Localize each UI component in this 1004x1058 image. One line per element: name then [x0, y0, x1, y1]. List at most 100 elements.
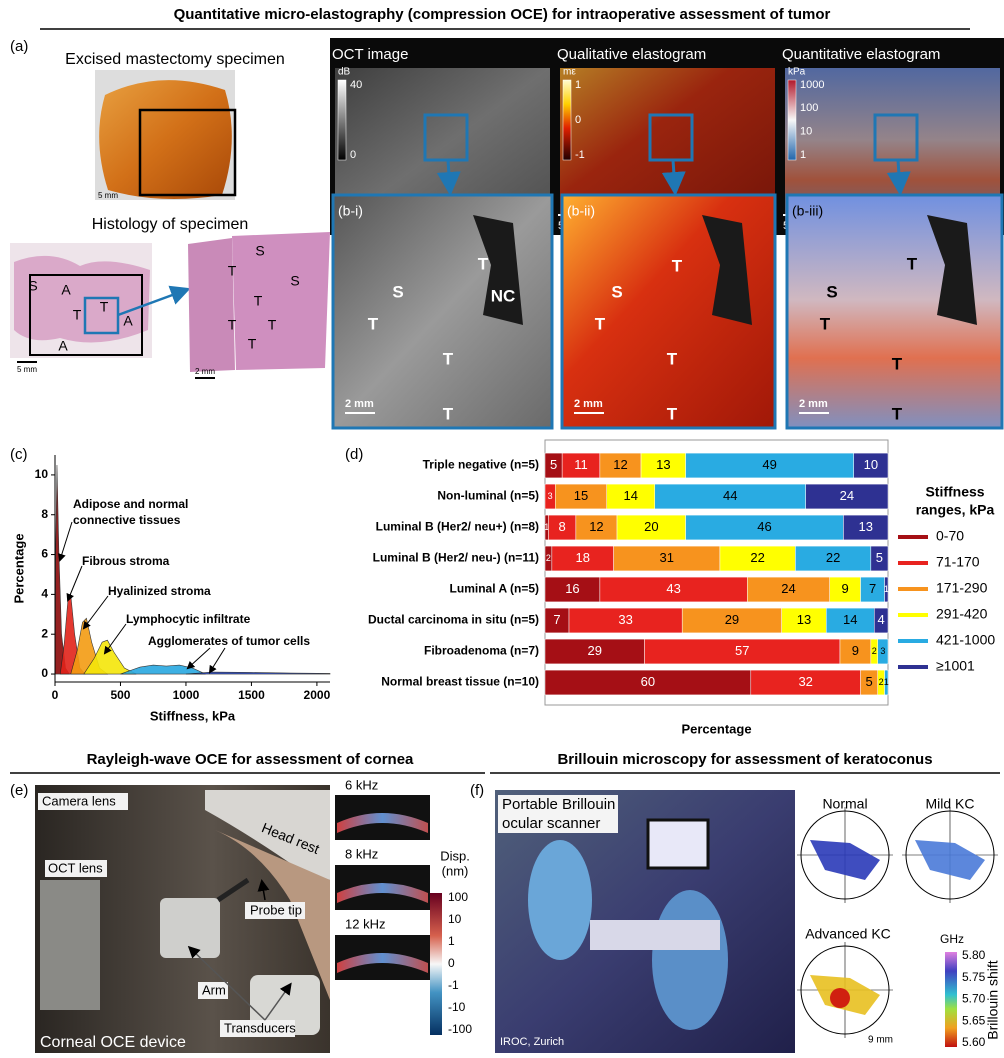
tissue-mark: T	[478, 254, 489, 273]
legend-label: ≥1001	[936, 658, 975, 674]
zoom-label: (b-ii)	[567, 203, 595, 219]
colorbar-tick: 100	[800, 102, 818, 114]
tissue-mark: S	[28, 278, 37, 294]
histology-zoom	[188, 238, 235, 372]
value-label: 46	[757, 519, 771, 534]
value-label: 60	[641, 674, 655, 689]
image-title: Quantitative elastogram	[782, 46, 940, 63]
value-label: 22	[826, 550, 840, 565]
tissue-mark: S	[826, 282, 837, 301]
zoom-arrow	[673, 160, 675, 190]
value-label: 4	[878, 612, 885, 627]
legend-label: 171-290	[936, 580, 988, 596]
map-hotspot	[830, 988, 850, 1008]
legend-label: 71-170	[936, 554, 980, 570]
x-axis-title: Stiffness, kPa	[150, 708, 236, 723]
value-label: 3	[548, 491, 553, 501]
figure-title: Quantitative micro-elastography (compres…	[174, 6, 831, 23]
value-label: 7	[869, 581, 876, 596]
colorbar-tick: 5.60	[962, 1035, 986, 1049]
tissue-mark: S	[392, 282, 403, 301]
photo-label: Probe tip	[250, 902, 302, 917]
tissue-mark: T	[443, 349, 454, 368]
monitor	[648, 820, 708, 868]
colorbar-unit: kPa	[788, 67, 806, 78]
annotation-arrow	[105, 624, 126, 653]
scale-label: 5 mm	[98, 191, 118, 200]
annotation-arrow	[68, 566, 82, 600]
value-label: 31	[660, 550, 674, 565]
annotation-arrow	[210, 648, 225, 672]
colorbar-tick: 100	[448, 890, 468, 904]
annotation: Lymphocytic infiltrate	[126, 612, 251, 626]
photo-credit: IROC, Zurich	[500, 1036, 564, 1048]
annotation: Agglomerates of tumor cells	[148, 634, 310, 648]
colorbar-title: (nm)	[442, 863, 469, 878]
colorbar-tick: -1	[575, 149, 585, 161]
histology-tissue	[14, 256, 150, 343]
panel-title: Histology of specimen	[92, 216, 249, 233]
value-label: 13	[797, 612, 811, 627]
zoom-arrow	[898, 160, 900, 190]
photo-label: Arm	[202, 982, 226, 997]
tissue-mark: NC	[491, 286, 516, 305]
colorbar-tick: 0	[448, 956, 455, 970]
photo-label: Transducers	[224, 1020, 296, 1035]
value-label: 43	[666, 581, 680, 596]
image-title: OCT image	[332, 46, 408, 63]
zoom-label: (b-iii)	[792, 203, 823, 219]
x-tick-label: 1000	[173, 688, 200, 702]
category-label: Luminal B (Her2/ neu-) (n=11)	[373, 551, 539, 565]
tissue-mark: T	[268, 317, 277, 333]
photo-title: ocular scanner	[502, 815, 600, 832]
annotation-arrow	[188, 648, 210, 668]
x-tick-label: 1500	[238, 688, 265, 702]
colorbar-tick: 40	[350, 79, 362, 91]
zoom-arrow	[448, 160, 450, 190]
value-label: 14	[624, 488, 638, 503]
scale-label: 2 mm	[574, 398, 603, 410]
colorbar-title: Disp.	[440, 848, 470, 863]
colorbar-tick: 5.80	[962, 948, 986, 962]
colorbar-tick: 1000	[800, 79, 824, 91]
value-label: 32	[798, 674, 812, 689]
scale-label: 2 mm	[345, 398, 374, 410]
value-label: 2	[546, 553, 551, 563]
zoom-label: (b-i)	[338, 203, 363, 219]
y-tick-label: 6	[41, 547, 48, 561]
colorbar-tick: 1	[800, 149, 806, 161]
category-label: Non-luminal (n=5)	[437, 489, 539, 503]
colorbar-unit: mε	[563, 67, 576, 78]
scale-label: 2 mm	[195, 367, 215, 376]
tissue-mark: T	[667, 404, 678, 423]
value-label: 18	[575, 550, 589, 565]
tissue-mark: T	[73, 307, 82, 323]
y-axis-title: Percentage	[11, 533, 26, 603]
x-tick-label: 0	[52, 688, 59, 702]
panel-label: (e)	[10, 782, 28, 799]
colorbar-tick: -1	[448, 978, 459, 992]
tissue-mark: T	[228, 317, 237, 333]
annotation: Adipose and normal	[73, 497, 188, 511]
value-label: 2	[872, 646, 877, 656]
colorbar-tick: 0	[350, 149, 356, 161]
annotation: Fibrous stroma	[82, 554, 170, 568]
category-label: Normal breast tissue (n=10)	[381, 675, 539, 689]
section-title: Brillouin microscopy for assessment of k…	[557, 751, 932, 768]
value-label: 29	[588, 643, 602, 658]
colorbar-unit: dB	[338, 67, 351, 78]
tissue-mark: T	[443, 404, 454, 423]
panel-label: (c)	[10, 446, 28, 463]
tissue-mark: T	[907, 254, 918, 273]
colorbar	[788, 80, 796, 160]
colorbar-title: Brillouin shift	[985, 960, 1001, 1039]
value-label: 29	[725, 612, 739, 627]
value-label: 13	[656, 457, 670, 472]
value-label: 16	[565, 581, 579, 596]
section-title: Rayleigh-wave OCE for assessment of corn…	[87, 751, 414, 768]
value-label: 8	[559, 519, 566, 534]
annotation: connective tissues	[73, 513, 181, 527]
legend-label: 291-420	[936, 606, 988, 622]
tissue-mark: S	[611, 282, 622, 301]
colorbar-tick: 1	[448, 934, 455, 948]
